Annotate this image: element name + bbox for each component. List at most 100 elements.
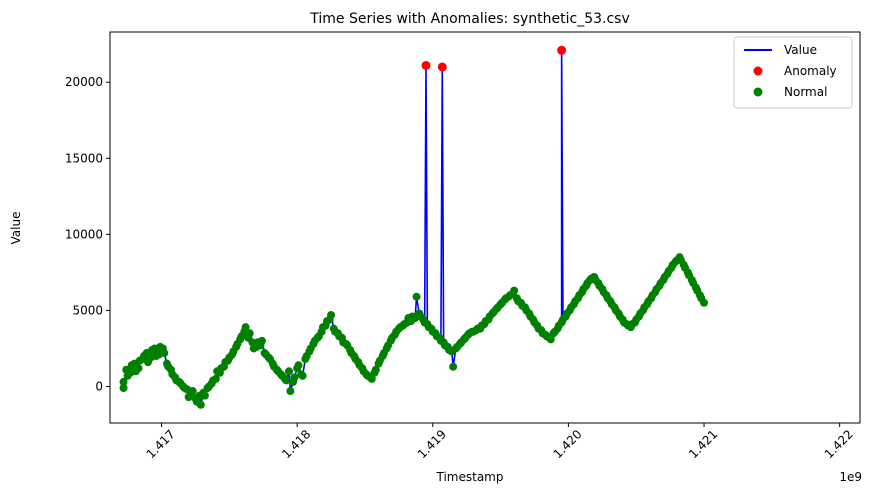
normal-point: [306, 344, 315, 353]
normal-point: [285, 367, 294, 376]
normal-point: [603, 294, 612, 303]
normal-point: [266, 355, 275, 364]
normal-point: [676, 256, 685, 265]
chart-title: Time Series with Anomalies: synthetic_53…: [309, 11, 630, 27]
y-tick-label: 10000: [65, 227, 103, 241]
normal-point: [131, 367, 140, 376]
anomaly-point: [421, 60, 431, 70]
normal-point: [257, 336, 266, 345]
normal-point: [119, 384, 128, 393]
normal-point: [323, 317, 331, 326]
normal-point: [660, 272, 669, 281]
normal-point: [632, 315, 641, 324]
normal-point: [526, 312, 535, 321]
y-tick-label: 0: [95, 379, 103, 393]
normal-point: [237, 332, 246, 341]
normal-point: [123, 371, 132, 380]
normal-point: [200, 391, 209, 400]
normal-point: [449, 362, 458, 371]
legend-entry-label: Anomaly: [784, 64, 837, 78]
x-tick-label: 1.420: [550, 427, 584, 461]
legend-box: [733, 36, 853, 109]
normal-point: [563, 309, 572, 318]
normal-point: [143, 358, 152, 367]
normal-point: [652, 285, 661, 294]
normal-point: [510, 286, 519, 295]
normal-point: [599, 288, 608, 297]
normal-point: [530, 318, 539, 327]
normal-point: [184, 393, 193, 402]
normal-point: [298, 371, 307, 380]
normal-point: [249, 344, 258, 353]
x-axis-offset-label: 1e9: [839, 470, 862, 484]
normal-point: [640, 303, 649, 312]
normal-point: [156, 342, 165, 351]
normal-point: [697, 294, 706, 303]
y-tick-label: 5000: [72, 303, 103, 317]
normal-point: [615, 312, 624, 321]
normal-point: [408, 312, 417, 321]
normal-point: [388, 333, 397, 342]
normal-point: [217, 364, 226, 373]
y-axis-label: Value: [9, 212, 23, 245]
y-axis: 0 5000 10000 15000 20000: [65, 75, 110, 393]
normal-point: [188, 387, 197, 396]
normal-point: [225, 353, 234, 362]
normal-point: [558, 315, 567, 324]
normal-point: [575, 291, 584, 300]
normal-point: [160, 349, 169, 358]
normal-point: [664, 266, 673, 275]
normal-point: [286, 387, 295, 396]
normal-point: [400, 320, 409, 329]
normal-point: [351, 355, 360, 364]
x-tick-label: 1.419: [415, 427, 449, 461]
normal-point: [522, 306, 531, 315]
x-tick-label: 1.417: [144, 427, 178, 461]
normal-point: [693, 286, 702, 295]
normal-point: [579, 285, 588, 294]
normal-point: [546, 335, 555, 344]
anomaly-point: [437, 62, 447, 72]
legend-marker-swatch: [753, 66, 763, 76]
normal-point: [164, 362, 173, 371]
normal-point: [689, 279, 698, 288]
legend: Value Anomaly Normal: [733, 36, 853, 109]
x-tick-label: 1.422: [822, 427, 856, 461]
normal-point: [127, 361, 136, 370]
normal-point: [595, 282, 604, 291]
normal-point: [367, 374, 376, 383]
x-tick-label: 1.418: [279, 427, 313, 461]
normal-point: [241, 323, 250, 332]
normal-point: [375, 356, 384, 365]
normal-point: [294, 361, 303, 370]
normal-point: [567, 303, 576, 312]
anomaly-point: [557, 45, 567, 55]
normal-point: [607, 300, 616, 309]
normal-point: [355, 361, 364, 370]
normal-point: [343, 341, 352, 350]
normal-point: [229, 347, 238, 356]
normal-point: [681, 263, 690, 272]
normal-point: [644, 297, 653, 306]
normal-point: [384, 341, 393, 350]
normal-point: [550, 327, 559, 336]
normal-point: [152, 352, 161, 361]
normal-point: [656, 279, 665, 288]
normal-point: [148, 345, 157, 354]
normal-point: [196, 400, 205, 409]
x-axis-label: Timestamp: [436, 470, 504, 484]
normal-point: [205, 382, 214, 391]
normal-point: [245, 329, 254, 338]
normal-point: [209, 376, 218, 385]
normal-point: [379, 349, 388, 358]
normal-point: [685, 271, 694, 280]
normal-point: [119, 377, 128, 386]
normal-point: [233, 339, 242, 348]
normal-point: [591, 275, 600, 284]
legend-entry-label: Normal: [784, 85, 827, 99]
normal-point: [571, 297, 580, 306]
normal-point: [416, 312, 425, 321]
normal-point: [611, 306, 620, 315]
normal-point: [302, 352, 311, 361]
